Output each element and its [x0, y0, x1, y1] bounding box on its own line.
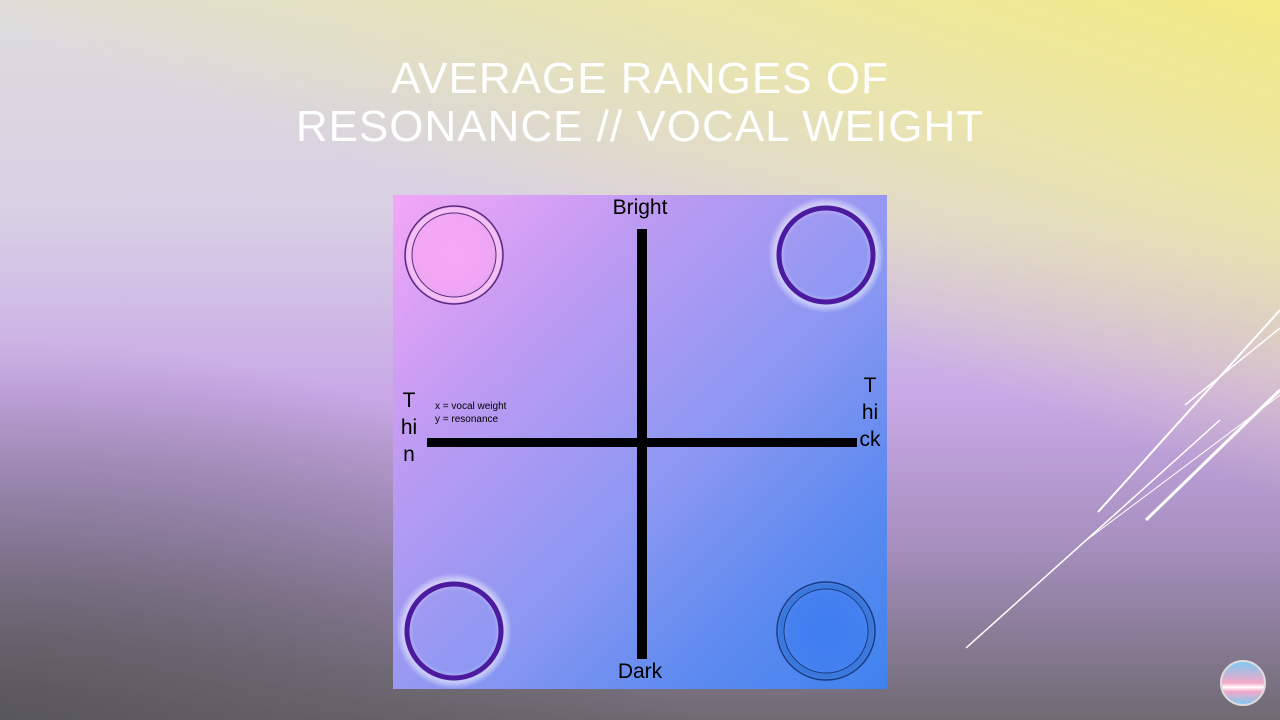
bottom-right-circle	[778, 583, 874, 679]
bottom-right-circle-inner	[783, 588, 869, 674]
axis-label-dark: Dark	[617, 660, 663, 683]
resonance-weight-diagram: Bright Dark Thin Thick x = vocal weight …	[393, 195, 887, 689]
bottom-right-circle-glow	[774, 579, 878, 683]
top-right-circle-glow	[768, 197, 884, 313]
deco-line-1	[1097, 309, 1280, 513]
legend-y: y = resonance	[435, 414, 499, 425]
bottom-right-circle-outer	[776, 581, 876, 681]
title-line-2: RESONANCE // VOCAL WEIGHT	[295, 102, 985, 151]
bottom-left-circle	[404, 581, 504, 681]
axis-legend: x = vocal weight y = resonance	[435, 400, 506, 426]
axis-label-thick: Thick	[859, 374, 881, 451]
diagram-graphics	[396, 197, 884, 689]
top-left-circle-glow	[402, 203, 506, 307]
axis-label-bright: Bright	[612, 196, 668, 219]
title-line-1: AVERAGE RANGES OF	[391, 54, 889, 103]
deco-line-4	[1079, 394, 1280, 546]
voice-logo-icon	[1220, 660, 1266, 706]
slide-title: AVERAGE RANGES OF RESONANCE // VOCAL WEI…	[0, 55, 1280, 151]
bottom-left-circle-glow	[396, 573, 512, 689]
legend-x: x = vocal weight	[435, 401, 507, 412]
deco-line-5	[965, 419, 1221, 649]
deco-line-2	[1184, 327, 1280, 406]
top-left-circle-outer	[404, 205, 504, 305]
top-left-circle-inner	[411, 212, 497, 298]
top-left-circle	[406, 207, 502, 303]
top-right-circle	[776, 205, 876, 305]
horizontal-axis	[427, 438, 857, 447]
axis-label-thin: Thin	[400, 389, 418, 466]
